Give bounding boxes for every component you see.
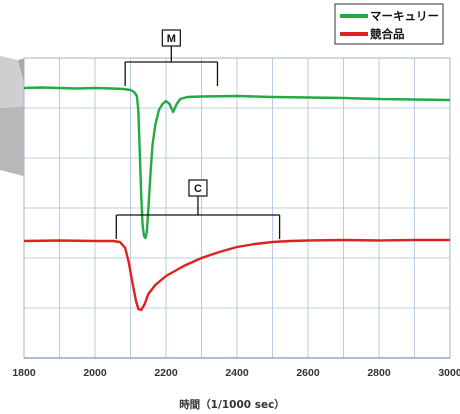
annotation-layer: MC	[115, 29, 281, 239]
legend: マーキュリー 競合品	[334, 3, 444, 45]
x-tick-label: 2600	[296, 367, 320, 379]
bracket-C: C	[115, 179, 281, 239]
bracket-M: M	[124, 29, 219, 86]
series-line-1	[23, 238, 450, 312]
bracket-label-box	[188, 179, 208, 197]
x-tick-label: 1800	[12, 367, 36, 379]
bracket-label-box	[161, 29, 181, 47]
x-tick-label: 2800	[367, 367, 391, 379]
bracket-label: C	[194, 183, 202, 195]
x-tick-label: 2000	[83, 367, 107, 379]
x-tick-label: 3000	[438, 367, 460, 379]
x-tick-label: 2200	[154, 367, 178, 379]
x-axis-label: 時間（1/1000 sec）	[179, 398, 285, 411]
bracket-label: M	[167, 33, 176, 45]
series-line-0	[23, 86, 451, 240]
legend-label-0: マーキュリー	[370, 9, 439, 23]
series-layer	[23, 86, 451, 312]
plot-area	[23, 57, 451, 359]
x-tick-labels: 1800 2000 2200 2400 2600 2800 3000	[12, 367, 460, 379]
x-tick-label: 2400	[225, 367, 249, 379]
legend-label-1: 競合品	[370, 27, 405, 41]
